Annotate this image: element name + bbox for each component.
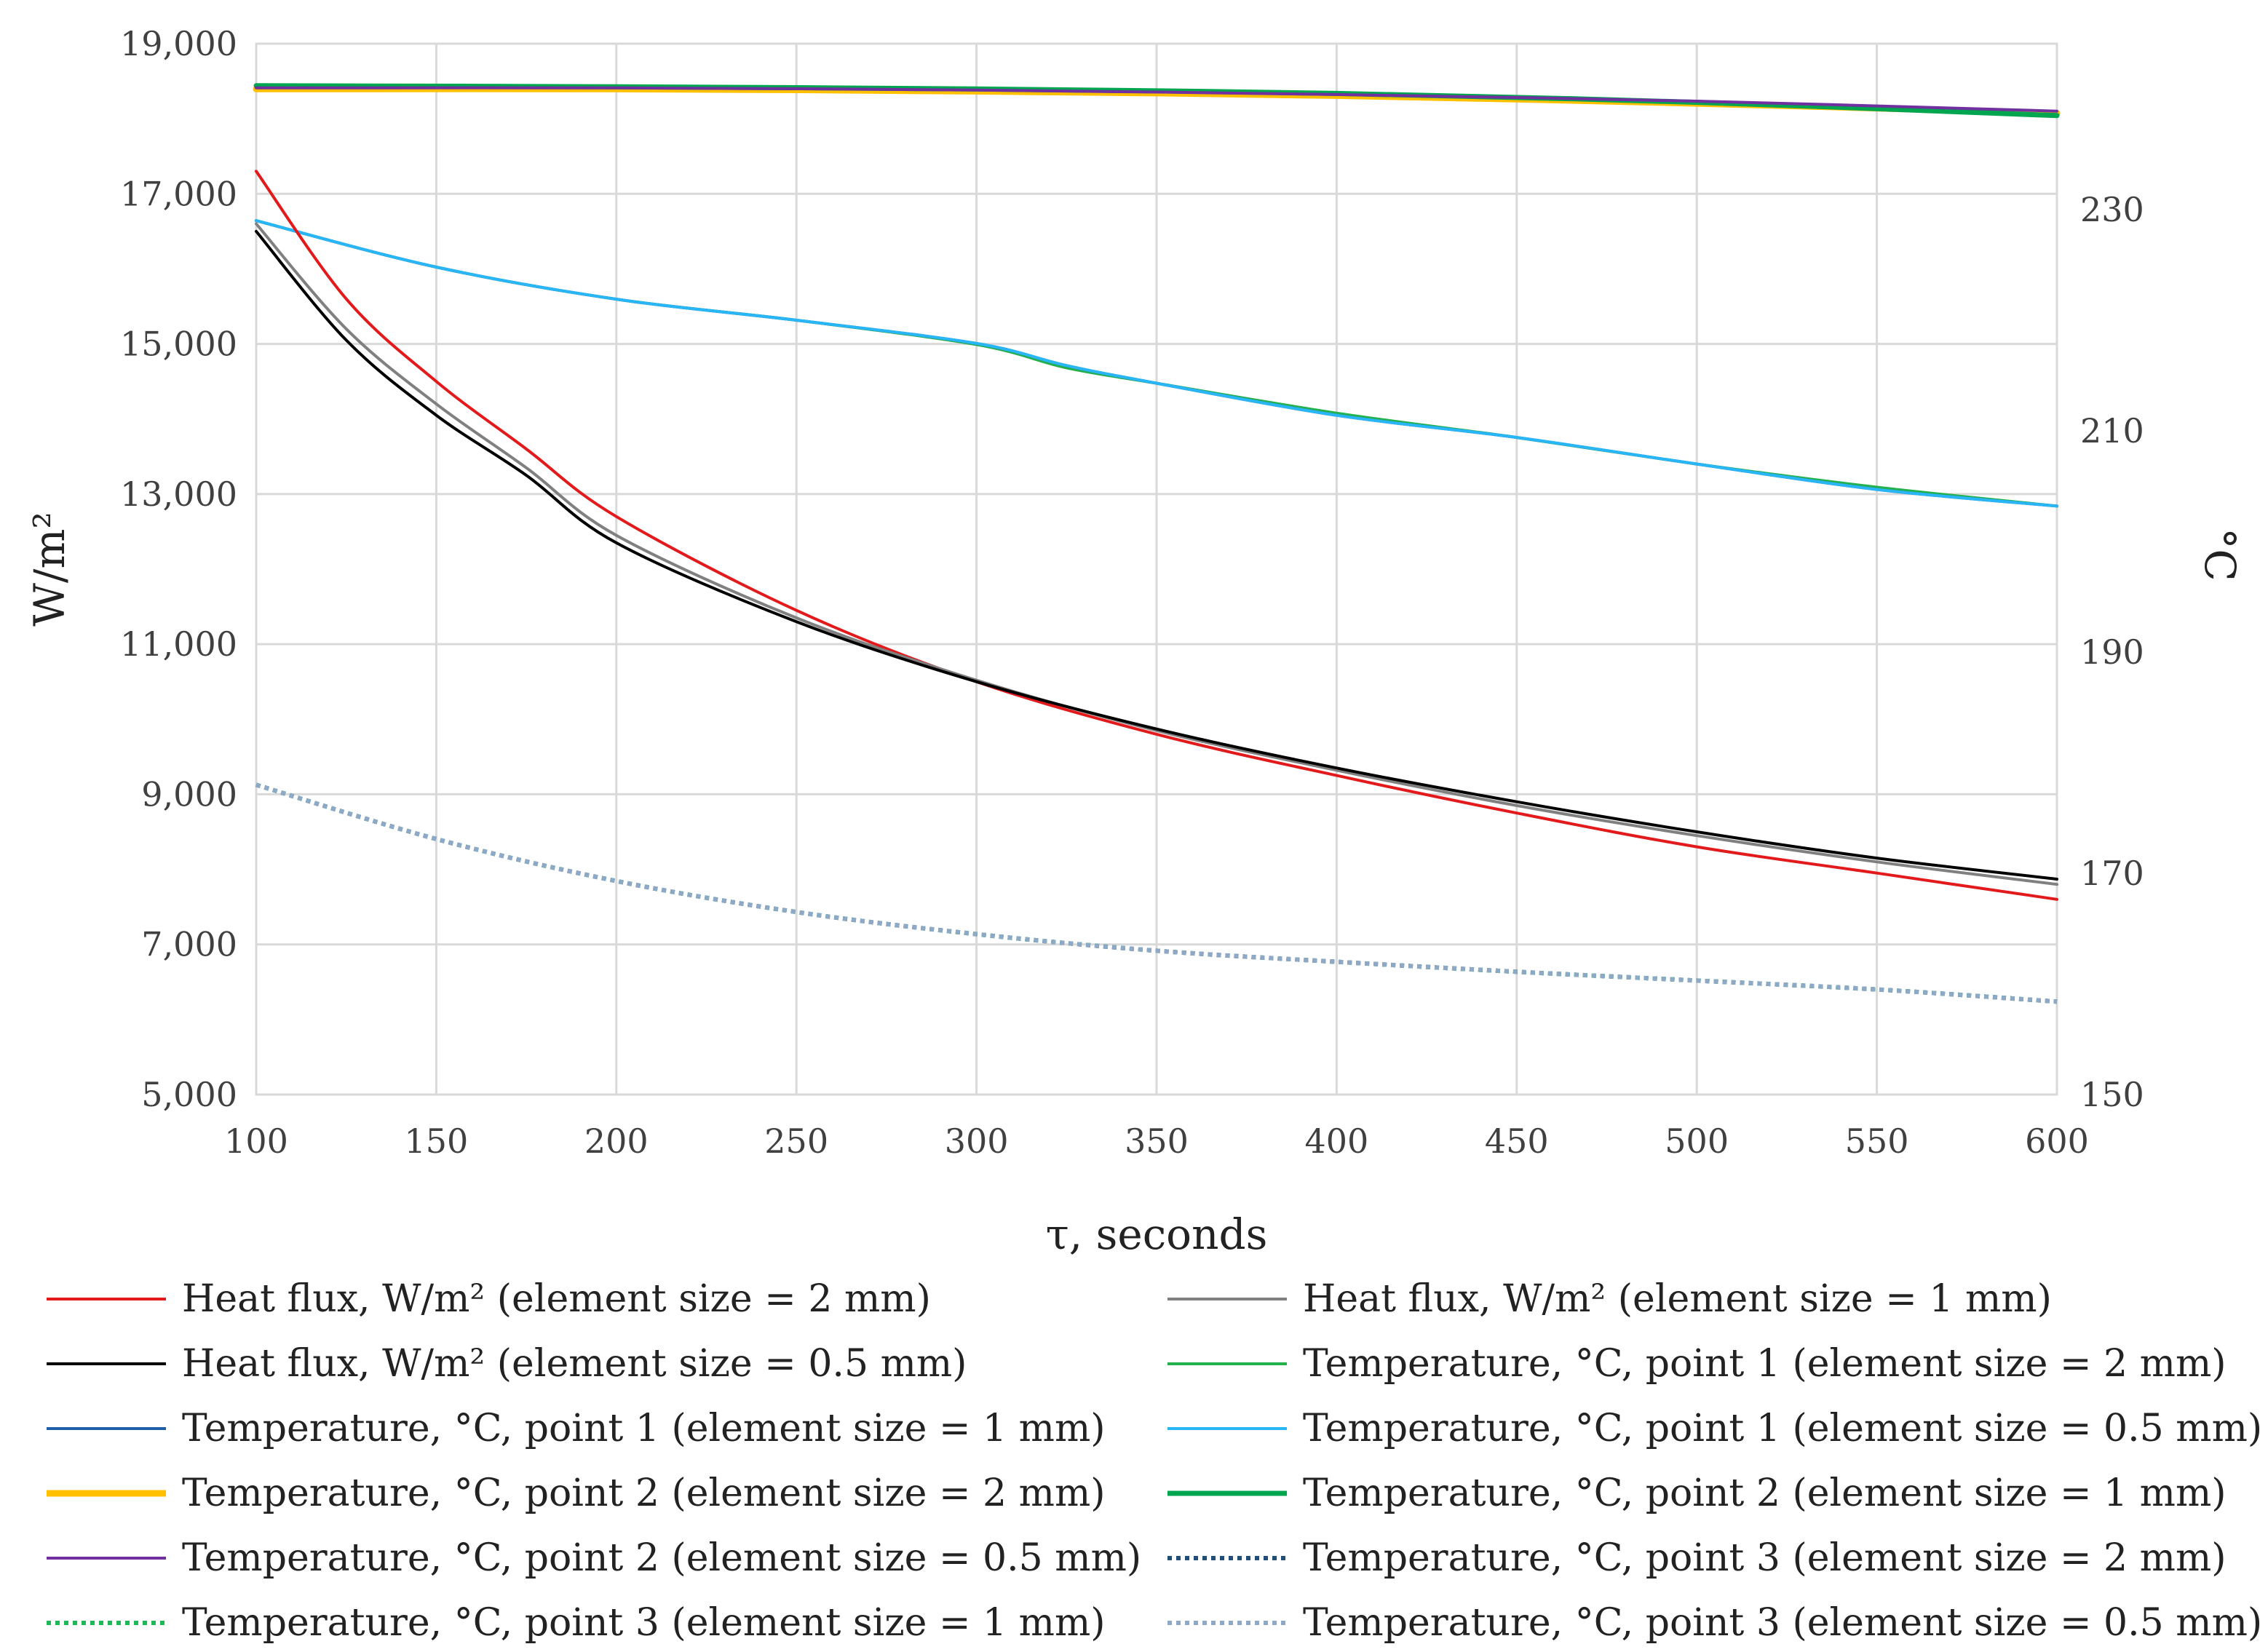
legend-swatch <box>1167 1490 1287 1496</box>
legend-item: Temperature, °C, point 1 (element size =… <box>1165 1399 2262 1458</box>
legend-swatch <box>47 1557 166 1560</box>
legend-label: Temperature, °C, point 2 (element size =… <box>182 1472 1106 1515</box>
y-tick-label: 13,000 <box>120 474 237 514</box>
legend-item: Heat flux, W/m² (element size = 0.5 mm) <box>44 1335 967 1393</box>
legend-label: Temperature, °C, point 1 (element size =… <box>182 1407 1106 1450</box>
legend-label: Temperature, °C, point 2 (element size =… <box>182 1536 1142 1580</box>
y2-tick-label: 230 <box>2080 190 2144 229</box>
legend-item: Temperature, °C, point 3 (element size =… <box>44 1594 1106 1652</box>
x-axis-ticks: 100 150 200 250 300 350 400 450 500 550 600 <box>224 1121 2089 1161</box>
legend-item: Temperature, °C, point 1 (element size =… <box>1165 1335 2227 1393</box>
legend-label: Temperature, °C, point 1 (element size =… <box>1303 1342 2227 1386</box>
y2-axis-title: °C <box>2195 528 2245 581</box>
legend-swatch <box>47 1427 166 1430</box>
x-tick-label: 200 <box>584 1121 649 1161</box>
y-tick-label: 7,000 <box>141 925 237 964</box>
x-tick-label: 300 <box>945 1121 1009 1161</box>
legend-item: Heat flux, W/m² (element size = 1 mm) <box>1165 1270 2052 1328</box>
x-tick-label: 100 <box>224 1121 288 1161</box>
legend-label: Heat flux, W/m² (element size = 1 mm) <box>1303 1277 2052 1321</box>
y-tick-label: 17,000 <box>120 174 237 213</box>
legend-item: Temperature, °C, point 3 (element size =… <box>1165 1529 2227 1587</box>
legend-swatch <box>1167 1621 1287 1625</box>
y2-tick-label: 170 <box>2080 854 2144 893</box>
legend-item: Heat flux, W/m² (element size = 2 mm) <box>44 1270 931 1328</box>
x-tick-label: 400 <box>1304 1121 1368 1161</box>
y2-tick-label: 190 <box>2080 632 2144 672</box>
x-axis-title: τ, seconds <box>1046 1210 1268 1259</box>
y-tick-label: 19,000 <box>120 24 237 63</box>
series-line-1 <box>255 170 2058 901</box>
legend-label: Heat flux, W/m² (element size = 2 mm) <box>182 1277 931 1321</box>
y-tick-label: 11,000 <box>120 624 237 664</box>
legend-swatch <box>1167 1362 1287 1365</box>
series-line-6 <box>255 219 2058 508</box>
y2-tick-label: 210 <box>2080 411 2144 450</box>
y-tick-label: 9,000 <box>141 774 237 814</box>
y-axis-ticks: 5,000 7,000 9,000 11,000 13,000 15,000 17,000 1… <box>120 24 237 1114</box>
legend-swatch <box>1167 1556 1287 1560</box>
chart: 100 150 200 250 300 350 400 450 500 550 600 5,000 7… <box>25 24 2245 1259</box>
y-tick-label: 15,000 <box>120 325 237 364</box>
legend-item: Temperature, °C, point 2 (element size =… <box>44 1529 1141 1587</box>
series-line-12 <box>255 782 2058 1004</box>
series-line-9 <box>255 86 2058 113</box>
legend-item: Temperature, °C, point 1 (element size =… <box>44 1399 1106 1458</box>
legend-swatch <box>1167 1427 1287 1430</box>
x-tick-label: 450 <box>1485 1121 1549 1161</box>
legend-item: Temperature, °C, point 2 (element size =… <box>1165 1464 2227 1522</box>
legend-label: Heat flux, W/m² (element size = 0.5 mm) <box>182 1342 967 1386</box>
x-tick-label: 550 <box>1845 1121 1909 1161</box>
legend-swatch <box>47 1621 166 1625</box>
series-line-3 <box>255 229 2058 881</box>
y-tick-label: 5,000 <box>141 1075 237 1114</box>
legend-swatch <box>47 1490 166 1497</box>
legend-item: Temperature, °C, point 3 (element size =… <box>1165 1594 2262 1652</box>
legend-label: Temperature, °C, point 3 (element size =… <box>182 1601 1106 1645</box>
legend-swatch <box>47 1298 166 1300</box>
y2-axis-ticks: 150 170 190 210 230 <box>2080 190 2144 1114</box>
y-axis-title: W/m² <box>25 512 74 626</box>
legend-swatch <box>47 1362 166 1365</box>
series-layer <box>253 83 2061 1004</box>
x-tick-label: 600 <box>2025 1121 2089 1161</box>
y2-tick-label: 150 <box>2080 1075 2144 1114</box>
x-tick-label: 350 <box>1125 1121 1189 1161</box>
legend-label: Temperature, °C, point 1 (element size =… <box>1303 1407 2263 1450</box>
legend-label: Temperature, °C, point 2 (element size =… <box>1303 1472 2227 1515</box>
plot-area-frame <box>255 42 2058 1096</box>
legend-label: Temperature, °C, point 3 (element size =… <box>1303 1536 2227 1580</box>
x-tick-label: 250 <box>764 1121 828 1161</box>
x-tick-label: 500 <box>1665 1121 1729 1161</box>
legend-swatch <box>1167 1298 1287 1300</box>
legend-label: Temperature, °C, point 3 (element size =… <box>1303 1601 2263 1645</box>
legend-item: Temperature, °C, point 2 (element size =… <box>44 1464 1106 1522</box>
grid <box>255 42 2058 1096</box>
x-tick-label: 150 <box>404 1121 468 1161</box>
